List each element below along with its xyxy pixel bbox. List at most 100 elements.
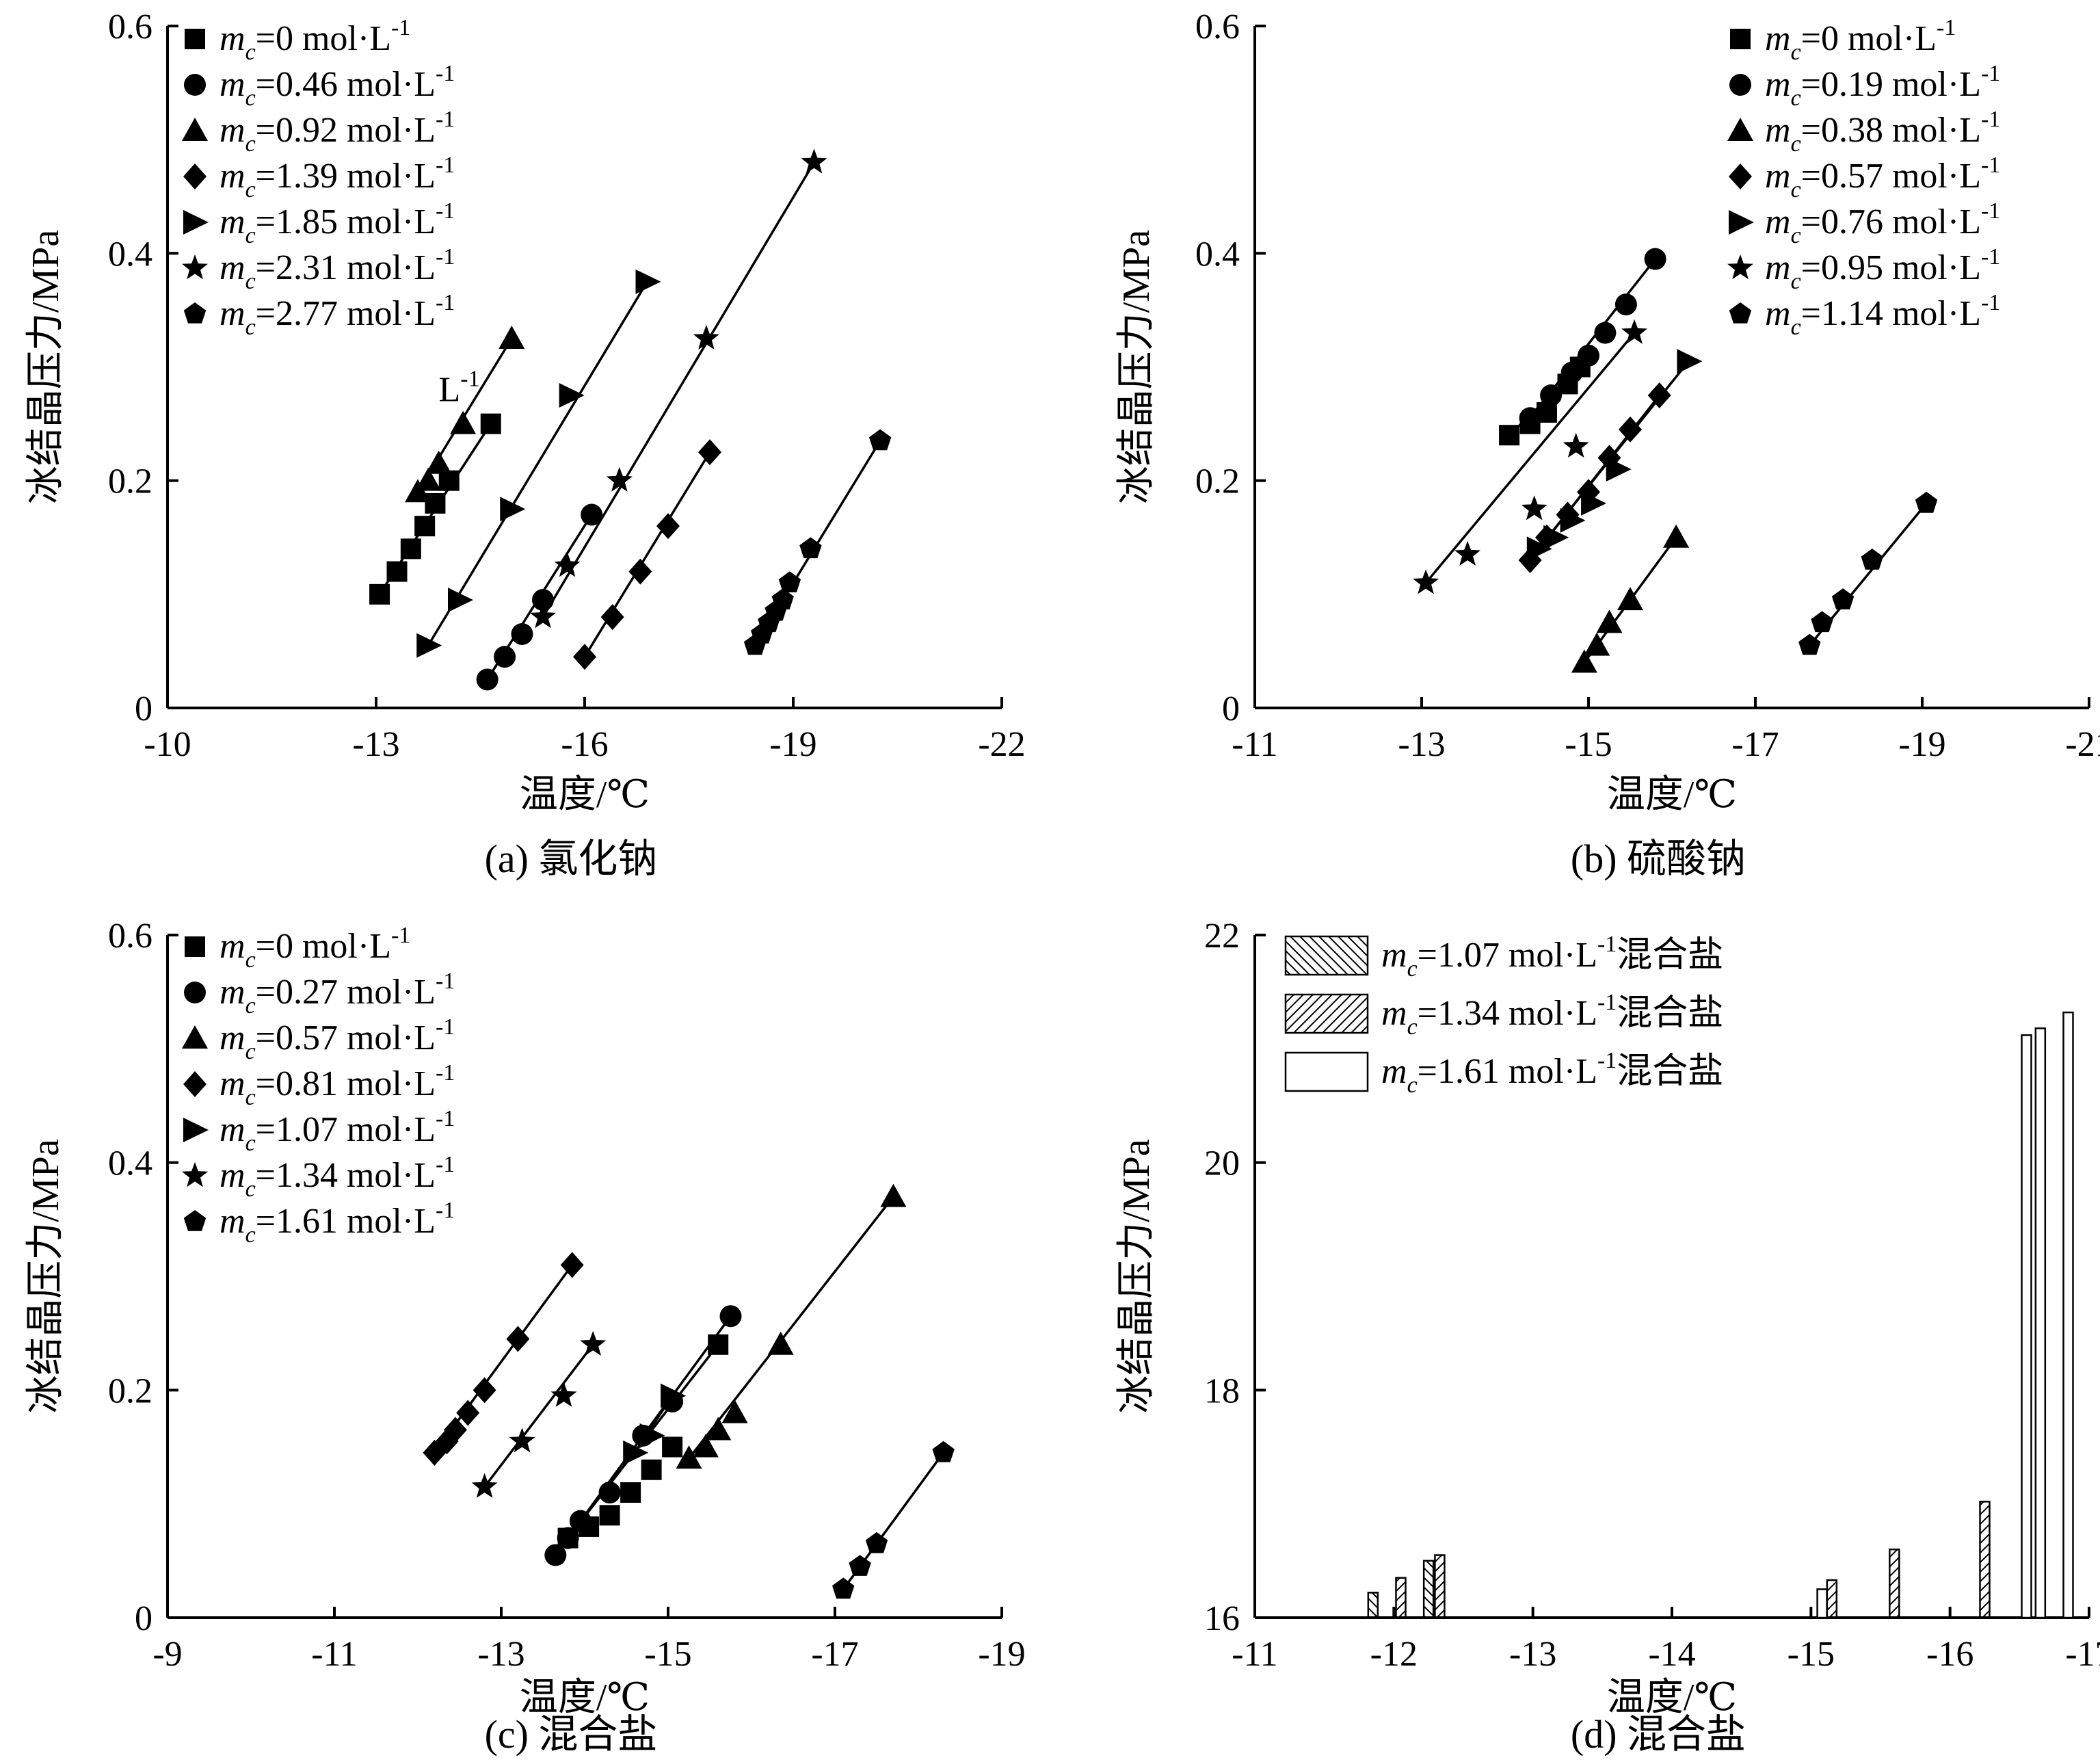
legend-marker-square xyxy=(185,936,205,957)
legend-label: mc=0.95 mol·L-1 xyxy=(1765,244,2000,294)
data-point-pentagon xyxy=(1861,549,1883,570)
legend-marker-diamond xyxy=(183,1071,207,1097)
data-point-circle xyxy=(598,1482,621,1504)
legend-var: m xyxy=(220,248,245,287)
legend-marker-tri-right xyxy=(1729,210,1754,235)
data-point-star xyxy=(550,1382,577,1407)
y-tick-label: 0.6 xyxy=(108,8,152,47)
x-tick-label: -19 xyxy=(1898,725,1945,764)
legend-value: =1.61 mol·L xyxy=(256,1202,436,1241)
legend-value: =0 mol·L xyxy=(256,927,391,966)
legend-sup: -1 xyxy=(1597,1048,1617,1073)
legend-sub: c xyxy=(245,223,256,248)
bar xyxy=(2034,1027,2047,1619)
x-tick-label: -9 xyxy=(152,1635,182,1674)
legend-value: =0 mol·L xyxy=(256,19,391,58)
series-a-4 xyxy=(416,269,661,658)
panel-caption: (c) 混合盐 xyxy=(485,1712,658,1757)
legend-var: m xyxy=(220,1202,245,1241)
data-point-tri-right xyxy=(1543,525,1569,550)
chart-panel-a: -10 -13 -16 -19 -22 0 0.2 0.4 0.6 温度/℃ 冰结晶压力/MPa (a… xyxy=(25,8,1026,881)
y-tick-label: 16 xyxy=(1204,1599,1240,1638)
legend-sup: -1 xyxy=(436,244,455,269)
data-point-circle xyxy=(511,622,533,645)
y-tick-label: 0.2 xyxy=(108,462,152,501)
data-point-diamond xyxy=(600,604,624,631)
chart-panel-b: -11 -13 -15 -17 -19 -21 0 0.2 0.4 0.6 温度/℃ 冰结晶压力/MP… xyxy=(1115,8,2100,881)
legend-swatch xyxy=(1284,1051,1369,1092)
legend-sup: -1 xyxy=(436,290,455,315)
data-point-square xyxy=(1499,425,1520,446)
legend-var: m xyxy=(1765,294,1791,333)
data-point-diamond xyxy=(573,644,596,670)
legend-suffix: 混合盐 xyxy=(1617,1052,1723,1091)
x-axis-label: 温度/℃ xyxy=(520,1676,650,1719)
legend-sub: c xyxy=(1791,269,1801,294)
legend-value: =1.85 mol·L xyxy=(256,202,436,241)
series-a-3 xyxy=(573,439,721,670)
x-tick-label: -14 xyxy=(1648,1635,1695,1674)
y-tick-label: 0.2 xyxy=(1195,462,1240,501)
legend-var: m xyxy=(220,65,245,104)
legend-sup: -1 xyxy=(436,61,455,86)
legend-sup: -1 xyxy=(1981,244,2000,269)
data-point-pentagon xyxy=(771,588,794,609)
legend-label: mc=0.81 mol·L-1 xyxy=(220,1060,455,1110)
legend-sup: -1 xyxy=(436,1060,455,1086)
legend-value: =0 mol·L xyxy=(1801,19,1937,58)
legend-sub: c xyxy=(245,1176,256,1202)
legend-marker-pentagon xyxy=(1729,302,1752,324)
y-tick-label: 0 xyxy=(1222,689,1240,728)
x-tick-label: -15 xyxy=(1787,1635,1835,1674)
y-tick-label: 0 xyxy=(135,689,152,728)
x-tick-label: -13 xyxy=(352,725,399,764)
legend-var: m xyxy=(220,294,245,333)
x-tick-label: -11 xyxy=(1232,725,1277,764)
data-point-star xyxy=(1521,495,1547,521)
legend-marker-tri-right xyxy=(183,1118,209,1142)
chart-panel-c: -9 -11 -13 -15 -17 -19 0 0.2 0.4 0.6 温度/℃ 冰结晶压力/MPa… xyxy=(25,917,1026,1757)
data-point-tri-right xyxy=(1526,536,1552,562)
legend-sub: c xyxy=(245,269,256,294)
legend-sub: c xyxy=(245,1131,256,1156)
data-point-triangle xyxy=(450,410,477,434)
legend-label: mc=0.27 mol·L-1 xyxy=(220,969,455,1018)
legend-label: mc=2.77 mol·L-1 xyxy=(220,290,455,340)
data-point-square xyxy=(400,538,421,560)
data-point-circle xyxy=(569,1510,592,1532)
y-axis-label: 冰结晶压力/MPa xyxy=(25,1139,67,1413)
legend-sub: c xyxy=(1407,1073,1418,1098)
data-point-circle xyxy=(1560,361,1583,384)
legend-label: mc=0.76 mol·L-1 xyxy=(1765,198,2000,248)
series-b-5 xyxy=(1413,319,1648,594)
legend-var: m xyxy=(220,157,245,196)
bar xyxy=(1422,1560,1435,1619)
legend-sup: -1 xyxy=(436,153,455,178)
series-a-6 xyxy=(743,429,892,655)
legend-sub: c xyxy=(245,1039,256,1064)
series-c-2 xyxy=(676,1183,907,1469)
legend-var: m xyxy=(220,1110,245,1149)
legend-swatch xyxy=(1284,993,1369,1034)
legend-marker-diamond xyxy=(183,163,207,189)
legend-label: mc=1.34 mol·L-1混合盐 xyxy=(1381,990,1723,1040)
data-point-triangle xyxy=(1617,587,1643,611)
x-tick-label: -13 xyxy=(1509,1635,1556,1674)
x-tick-label: -10 xyxy=(144,725,191,764)
data-point-diamond xyxy=(443,1417,467,1443)
legend-var: m xyxy=(220,1156,245,1195)
data-point-circle xyxy=(544,1544,567,1566)
series-d-0 xyxy=(1367,1560,1435,1619)
data-point-pentagon xyxy=(868,429,892,451)
x-tick-label: -17 xyxy=(2065,1635,2100,1674)
legend-sup: -1 xyxy=(1937,15,1956,40)
x-axis-label: 温度/℃ xyxy=(520,774,650,816)
legend-value: =0.95 mol·L xyxy=(1801,248,1981,287)
legend-sup: -1 xyxy=(1597,932,1617,957)
legend-marker-circle xyxy=(184,74,206,96)
data-point-tri-right xyxy=(1677,349,1703,374)
y-tick-label: 0.2 xyxy=(108,1371,152,1410)
y-tick-label: 0.6 xyxy=(1195,8,1240,47)
bar xyxy=(1826,1579,1838,1619)
legend-sub: c xyxy=(1791,131,1801,157)
